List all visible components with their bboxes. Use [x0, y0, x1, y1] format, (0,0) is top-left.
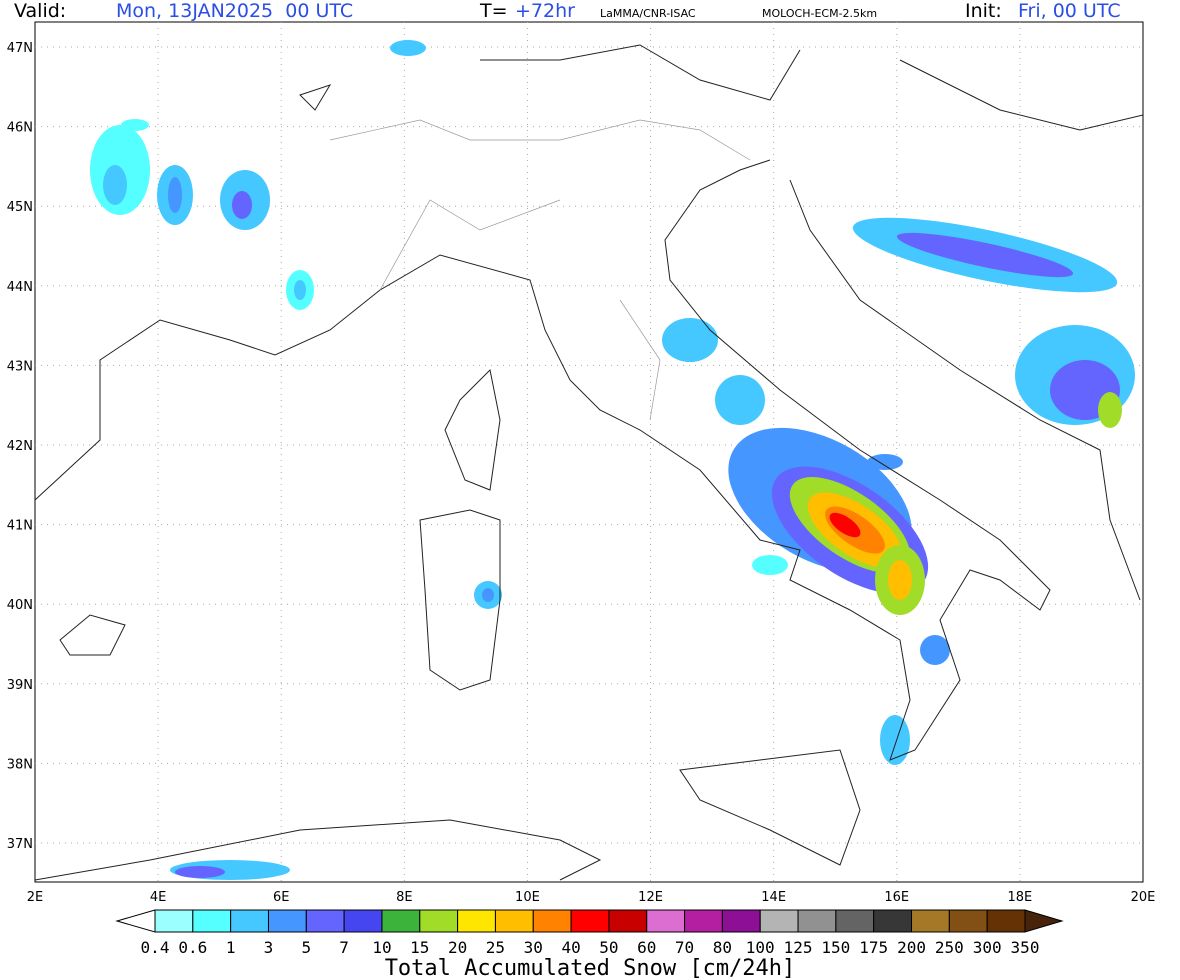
coastlines	[34, 44, 1144, 881]
lon-label: 10E	[515, 890, 540, 905]
valid-label: Valid:	[14, 0, 66, 22]
lat-label: 41N	[7, 519, 33, 534]
colorbar-label: 0.6	[178, 938, 207, 957]
lat-label: 38N	[7, 757, 33, 772]
colorbar-label: 30	[524, 938, 543, 957]
colorbar-box	[154, 909, 194, 933]
lat-label: 42N	[7, 439, 33, 454]
axis-labels: 47N 46N 45N 44N 43N 42N 41N 40N 39N 38N 37N 2E 4E 6E 8…	[7, 41, 1156, 905]
colorbar-label: 25	[486, 938, 505, 957]
colorbar-box	[570, 909, 610, 933]
colorbar-label: 200	[897, 938, 926, 957]
colorbar-box	[608, 909, 648, 933]
colorbar-label: 100	[746, 938, 775, 957]
colorbar-label: 5	[301, 938, 311, 957]
colorbar-box	[192, 909, 232, 933]
colorbar-box	[305, 909, 345, 933]
lon-label: 6E	[273, 890, 290, 905]
colorbar-box	[381, 909, 421, 933]
lat-label: 44N	[7, 280, 33, 295]
colorbar-label: 50	[599, 938, 618, 957]
lon-label: 20E	[1131, 890, 1156, 905]
lat-label: 47N	[7, 41, 33, 56]
colorbar-label: 10	[372, 938, 391, 957]
lat-label: 37N	[7, 837, 33, 852]
colorbar-box	[419, 909, 459, 933]
colorbar-label: 1	[226, 938, 236, 957]
colorbar-label: 250	[935, 938, 964, 957]
lat-label: 43N	[7, 359, 33, 374]
lat-label: 39N	[7, 678, 33, 693]
t-label: T=	[479, 0, 508, 22]
colorbar-label: 175	[859, 938, 888, 957]
model: MOLOCH-ECM-2.5km	[762, 7, 877, 20]
colorbar-label: 20	[448, 938, 467, 957]
lat-label: 45N	[7, 200, 33, 215]
colorbar-label: 80	[713, 938, 732, 957]
lat-label: 46N	[7, 121, 33, 136]
colorbar-box	[343, 909, 383, 933]
init-label: Init:	[965, 0, 1002, 22]
lon-label: 4E	[150, 890, 167, 905]
colorbar-box	[721, 909, 761, 933]
lat-label: 40N	[7, 598, 33, 613]
colorbar-box	[494, 909, 534, 933]
colorbar-box	[267, 909, 307, 933]
colorbar-box	[911, 909, 950, 933]
lon-label: 2E	[27, 890, 44, 905]
valid-value: Mon, 13JAN2025 00 UTC	[116, 0, 353, 22]
colorbar-box	[797, 909, 837, 933]
colorbar-box	[986, 909, 1026, 933]
colorbar-box	[532, 909, 572, 933]
colorbar-box	[835, 909, 875, 933]
colorbar-box	[684, 909, 723, 933]
colorbar-label: 0.4	[141, 938, 170, 957]
colorbar-box	[759, 909, 799, 933]
colorbar-label: 60	[637, 938, 656, 957]
lon-label: 18E	[1008, 890, 1033, 905]
source: LaMMA/CNR-ISAC	[600, 7, 696, 20]
colorbar-label: 125	[784, 938, 813, 957]
colorbar-label: 3	[264, 938, 274, 957]
init-value: Fri, 00 UTC	[1018, 0, 1121, 22]
colorbar-label: 70	[675, 938, 694, 957]
colorbar-label: 350	[1011, 938, 1040, 957]
colorbar-over	[1024, 909, 1064, 933]
lon-label: 14E	[761, 890, 786, 905]
lon-label: 8E	[396, 890, 413, 905]
colorbar-label: 40	[561, 938, 580, 957]
colorbar-box	[646, 909, 686, 933]
colorbar-label: 15	[410, 938, 429, 957]
map-frame	[34, 21, 1144, 883]
colorbar-box	[873, 909, 913, 933]
t-value: +72hr	[515, 0, 575, 22]
colorbar-box	[457, 909, 496, 933]
colorbar-label: 7	[339, 938, 349, 957]
lon-label: 12E	[638, 890, 663, 905]
colorbar-box	[948, 909, 988, 933]
colorbar-title: Total Accumulated Snow [cm/24h]	[385, 956, 796, 980]
lon-label: 16E	[884, 890, 909, 905]
colorbar-label: 150	[821, 938, 850, 957]
colorbar: 0.4 0.6 1 3 5 7 10 15 20 25 30 40 50 60 70 80 100 125 150 1…	[115, 909, 1064, 957]
snow-field	[90, 40, 1135, 880]
colorbar-under	[115, 909, 156, 933]
colorbar-box	[230, 909, 269, 933]
colorbar-label: 300	[973, 938, 1002, 957]
